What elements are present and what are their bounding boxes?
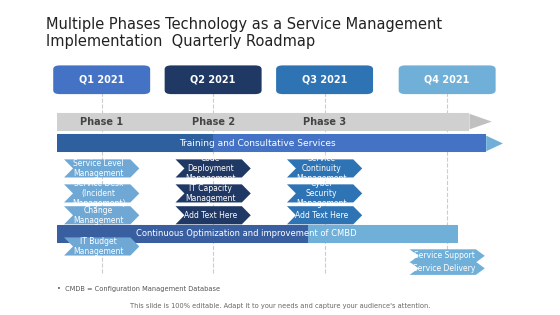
FancyBboxPatch shape	[276, 66, 373, 94]
Polygon shape	[175, 206, 251, 224]
Polygon shape	[287, 184, 362, 203]
Polygon shape	[64, 159, 139, 177]
FancyBboxPatch shape	[165, 66, 262, 94]
Text: Training and Consultative Services: Training and Consultative Services	[179, 139, 336, 148]
Text: Service Level
Management: Service Level Management	[73, 159, 124, 178]
Text: Change
Management: Change Management	[73, 206, 124, 225]
Text: Cyber
Security
Management: Cyber Security Management	[296, 179, 347, 208]
Text: Phase 3: Phase 3	[303, 117, 346, 127]
Polygon shape	[64, 238, 139, 255]
Text: Multiple Phases Technology as a Service Management
Implementation  Quarterly Roa: Multiple Phases Technology as a Service …	[46, 17, 442, 49]
Polygon shape	[175, 159, 251, 177]
Text: IT Capacity
Management: IT Capacity Management	[185, 184, 235, 203]
Polygon shape	[64, 184, 139, 203]
Polygon shape	[486, 136, 503, 151]
Polygon shape	[175, 184, 251, 203]
Text: Phase 2: Phase 2	[192, 117, 235, 127]
Text: Q2 2021: Q2 2021	[190, 75, 236, 85]
Polygon shape	[287, 206, 362, 224]
Text: This slide is 100% editable. Adapt it to your needs and capture your audience's : This slide is 100% editable. Adapt it to…	[130, 303, 430, 309]
Text: Q4 2021: Q4 2021	[424, 75, 470, 85]
Polygon shape	[287, 159, 362, 177]
Text: Service Desk
(Incident
Management): Service Desk (Incident Management)	[72, 179, 125, 208]
Text: Service Delivery: Service Delivery	[413, 264, 475, 273]
Text: Add Text Here: Add Text Here	[184, 211, 237, 220]
Text: Service
Continuity
Management: Service Continuity Management	[296, 153, 347, 183]
Text: Q3 2021: Q3 2021	[302, 75, 347, 85]
FancyBboxPatch shape	[399, 66, 496, 94]
Polygon shape	[409, 262, 485, 275]
Text: Service Support: Service Support	[414, 251, 475, 261]
Text: IT Budget
Management: IT Budget Management	[73, 237, 124, 256]
Text: Continuous Optimization and improvement of CMBD: Continuous Optimization and improvement …	[136, 230, 357, 238]
Text: Phase 1: Phase 1	[80, 117, 123, 127]
Polygon shape	[469, 114, 492, 129]
Text: •  CMDB = Configuration Management Database: • CMDB = Configuration Management Databa…	[57, 286, 220, 292]
Polygon shape	[64, 206, 139, 224]
Text: Q1 2021: Q1 2021	[79, 75, 124, 85]
FancyBboxPatch shape	[53, 66, 150, 94]
Text: Add Text Here: Add Text Here	[295, 211, 348, 220]
Text: Code
Deployment
Management: Code Deployment Management	[185, 153, 235, 183]
Polygon shape	[409, 249, 485, 262]
